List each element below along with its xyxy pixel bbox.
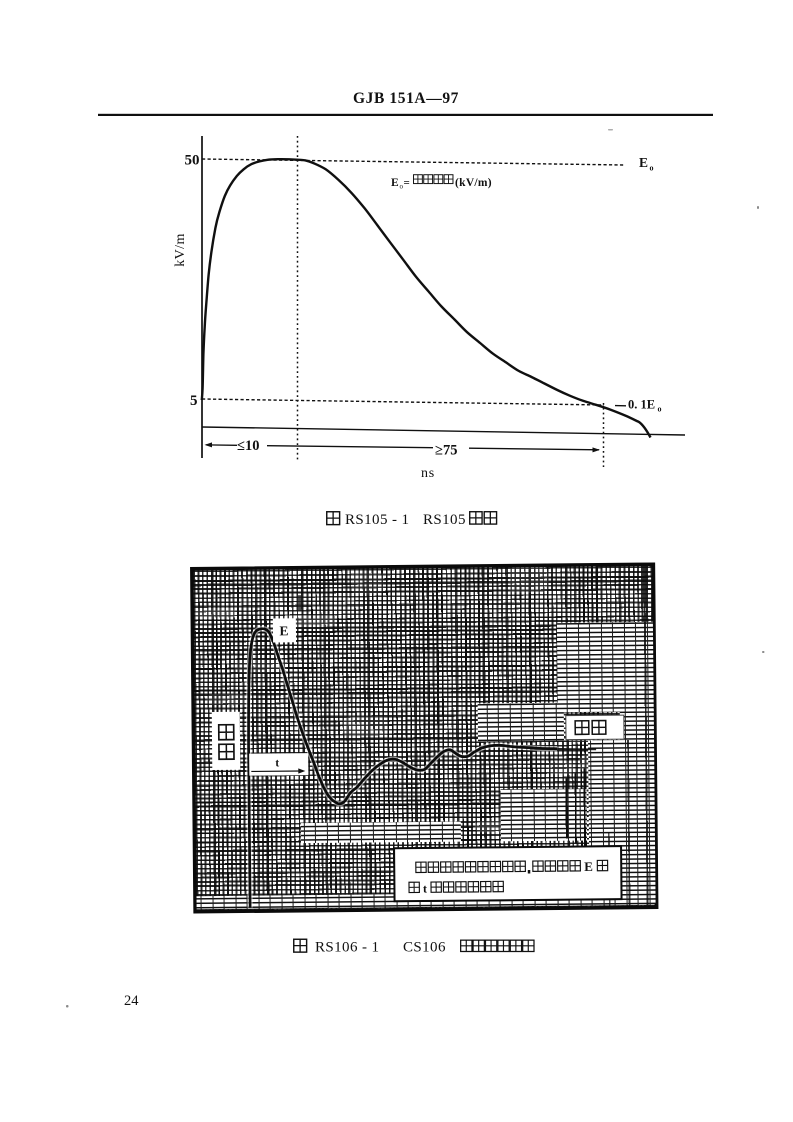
svg-text:ns: ns — [421, 466, 435, 481]
svg-text:24: 24 — [124, 993, 139, 1009]
svg-text:o: o — [650, 164, 654, 173]
svg-text:RS105 - 1: RS105 - 1 — [345, 512, 409, 528]
svg-text:o: o — [658, 405, 662, 414]
svg-text:50: 50 — [185, 153, 200, 169]
svg-text:RS106 - 1: RS106 - 1 — [315, 940, 379, 956]
svg-text:t: t — [275, 757, 279, 769]
svg-text:=: = — [404, 177, 410, 189]
svg-text:(kV/m): (kV/m) — [455, 177, 492, 189]
svg-text:GJB 151A—97: GJB 151A—97 — [353, 90, 459, 107]
svg-text:E: E — [584, 859, 593, 874]
svg-text:RS105: RS105 — [423, 512, 466, 528]
svg-text:0. 1E: 0. 1E — [628, 398, 655, 412]
svg-text:kV/m: kV/m — [173, 233, 188, 267]
svg-text:E: E — [639, 155, 648, 170]
svg-text:E: E — [391, 177, 399, 189]
svg-text:o: o — [400, 183, 404, 191]
svg-text:≥75: ≥75 — [435, 443, 457, 459]
svg-text:≤10: ≤10 — [237, 438, 259, 454]
svg-text:t: t — [423, 881, 427, 895]
svg-text:5: 5 — [190, 393, 198, 409]
svg-text:E: E — [279, 623, 288, 638]
svg-text:CS106: CS106 — [403, 940, 446, 956]
